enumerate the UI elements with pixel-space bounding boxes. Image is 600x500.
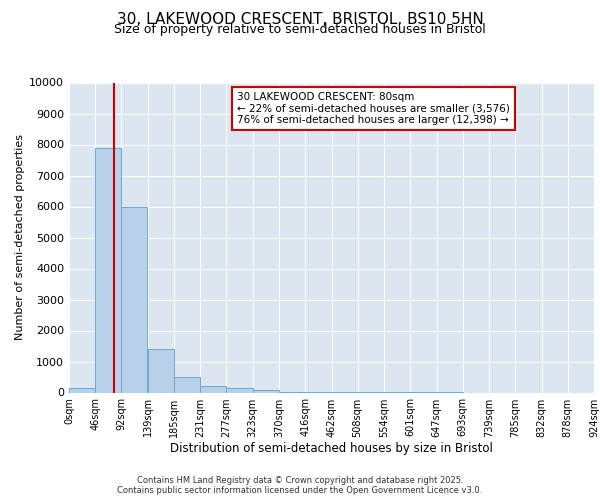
Text: 30 LAKEWOOD CRESCENT: 80sqm
← 22% of semi-detached houses are smaller (3,576)
76: 30 LAKEWOOD CRESCENT: 80sqm ← 22% of sem… <box>237 92 510 125</box>
Bar <box>69 388 95 392</box>
Bar <box>148 349 174 393</box>
Bar <box>174 377 200 392</box>
Bar <box>253 390 278 392</box>
Text: 30, LAKEWOOD CRESCENT, BRISTOL, BS10 5HN: 30, LAKEWOOD CRESCENT, BRISTOL, BS10 5HN <box>116 12 484 28</box>
Bar <box>121 206 148 392</box>
Text: Size of property relative to semi-detached houses in Bristol: Size of property relative to semi-detach… <box>114 22 486 36</box>
Bar <box>200 386 226 392</box>
Bar <box>95 148 121 392</box>
Bar <box>226 388 253 392</box>
Y-axis label: Number of semi-detached properties: Number of semi-detached properties <box>15 134 25 340</box>
X-axis label: Distribution of semi-detached houses by size in Bristol: Distribution of semi-detached houses by … <box>170 442 493 456</box>
Text: Contains HM Land Registry data © Crown copyright and database right 2025.
Contai: Contains HM Land Registry data © Crown c… <box>118 476 482 495</box>
